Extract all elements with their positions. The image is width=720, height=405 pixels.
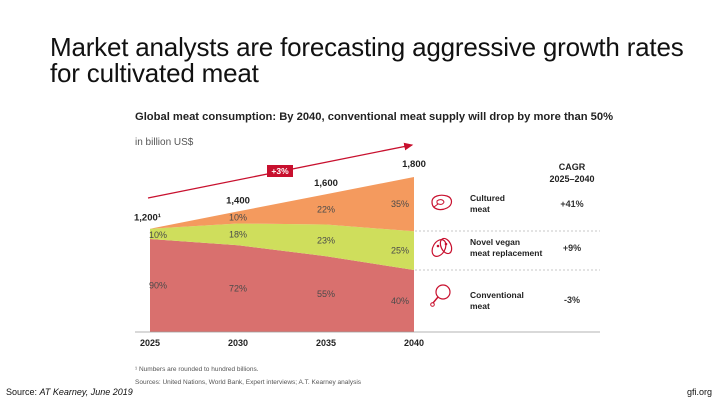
chart-title: Global meat consumption: By 2040, conven… (135, 111, 614, 123)
pct-label-0-2030: 72% (229, 284, 247, 294)
legend-conventional-cagr: -3% (564, 295, 580, 305)
cagr-header-line2: 2025–2040 (549, 174, 594, 184)
legend-item-conventional: Conventional meat -3% (430, 284, 580, 311)
legend-vegan-cagr: +9% (563, 243, 581, 253)
footnote-sources: Sources: United Nations, World Bank, Exp… (135, 379, 362, 386)
total-label-2030: 1,400 (226, 195, 250, 206)
area-novel-vegan-meat-replacement (150, 223, 414, 270)
site-url: gfi.org (686, 387, 712, 397)
value-labels: 90% 72% 55% 40% 10% 18% 23% 25% 10% 22% 35% 1,200¹ 1… (134, 159, 426, 348)
slide-title: Market analysts are forecasting aggressi… (50, 34, 690, 86)
legend-item-cultured: Cultured meat +41% (431, 193, 584, 214)
legend-cultured-line1: Cultured (470, 193, 505, 203)
pct-label-1-2025: 10% (149, 230, 167, 240)
legend-cultured-cagr: +41% (560, 199, 583, 209)
legend-dividers (415, 230, 600, 271)
pct-label-2-2040: 35% (391, 199, 409, 209)
x-tick-2025: 2025 (140, 338, 160, 348)
pct-label-0-2040: 40% (391, 296, 409, 306)
pct-label-1-2030: 18% (229, 229, 247, 239)
pct-label-1-2035: 23% (317, 235, 335, 245)
x-tick-2040: 2040 (404, 338, 424, 348)
growth-badge-bg (267, 165, 293, 177)
pct-label-1-2040: 25% (391, 246, 409, 256)
vegan-beans-icon (431, 237, 453, 257)
legend-conventional-line1: Conventional (470, 290, 524, 300)
unit-label: in billion US$ (135, 137, 194, 148)
slide-title-line1: Market analysts are forecasting aggressi… (50, 32, 684, 62)
legend-item-vegan: Novel vegan meat replacement +9% (431, 237, 581, 258)
cagr-header-line1: CAGR (559, 162, 586, 172)
total-label-2040: 1,800 (402, 159, 426, 170)
area-layers (150, 177, 414, 332)
legend-vegan-line2: meat replacement (470, 248, 542, 258)
total-label-2035: 1,600 (314, 178, 338, 189)
area-cultured-meat (150, 177, 414, 232)
legend-vegan-line1: Novel vegan (470, 237, 520, 247)
pct-label-0-2025: 90% (149, 281, 167, 291)
source-citation: Source: AT Kearney, June 2019 (6, 387, 133, 397)
x-tick-2030: 2030 (228, 338, 248, 348)
pct-label-0-2035: 55% (317, 289, 335, 299)
footnote-rounding: ¹ Numbers are rounded to hundred billion… (135, 366, 259, 373)
x-tick-2035: 2035 (316, 338, 336, 348)
source-reference: AT Kearney, June 2019 (39, 387, 133, 397)
pct-label-2-2035: 22% (317, 204, 335, 214)
source-label: Source: (6, 387, 40, 397)
drumstick-icon (430, 284, 451, 307)
growth-badge-label: +3% (271, 166, 289, 176)
steak-icon (431, 194, 453, 211)
slide-title-line2: for cultivated meat (50, 58, 259, 88)
legend-conventional-line2: meat (470, 301, 490, 311)
area-conventional-meat (150, 239, 414, 332)
total-label-2025: 1,200¹ (134, 213, 161, 224)
legend-cultured-line2: meat (470, 204, 490, 214)
pct-label-2-2030: 10% (229, 212, 247, 222)
